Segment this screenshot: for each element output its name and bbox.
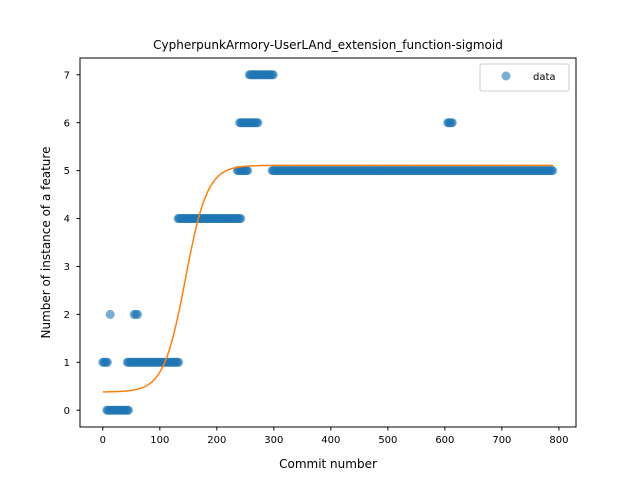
- y-tick-label: 3: [64, 262, 70, 273]
- y-tick-label: 6: [64, 118, 70, 129]
- scatter-series: [98, 70, 558, 415]
- data-point: [243, 166, 253, 176]
- y-tick-label: 5: [64, 166, 70, 177]
- y-tick-label: 2: [64, 310, 70, 321]
- sigmoid-fit-line: [102, 164, 554, 393]
- y-axis-label: Number of instance of a feature: [39, 147, 53, 339]
- sigmoid-fit-series: [102, 164, 554, 393]
- data-point: [102, 357, 112, 367]
- data-point: [253, 118, 263, 128]
- y-axis: 0 1 2 3 4 5 6 7: [64, 70, 80, 417]
- x-tick-label: 600: [435, 435, 454, 446]
- y-tick-label: 0: [64, 406, 70, 417]
- y-tick-label: 7: [64, 70, 70, 81]
- y-tick-label: 1: [64, 358, 70, 369]
- data-point: [123, 405, 133, 415]
- x-tick-label: 800: [549, 435, 568, 446]
- legend: data: [479, 63, 570, 92]
- x-axis: 0 100 200 300 400 500 600 700 800: [100, 427, 568, 446]
- legend-marker: [501, 71, 511, 81]
- x-tick-label: 700: [492, 435, 511, 446]
- data-point: [105, 309, 115, 319]
- legend-box: [479, 63, 570, 92]
- x-tick-label: 500: [378, 435, 397, 446]
- x-tick-label: 200: [207, 435, 226, 446]
- x-tick-label: 400: [321, 435, 340, 446]
- data-point: [268, 70, 278, 80]
- data-point: [133, 309, 143, 319]
- axes-frame: [79, 57, 577, 428]
- x-tick-label: 100: [150, 435, 169, 446]
- data-point: [548, 166, 558, 176]
- data-point: [174, 357, 184, 367]
- x-tick-label: 300: [264, 435, 283, 446]
- data-point: [236, 214, 246, 224]
- chart-title: CypherpunkArmory-UserLAnd_extension_func…: [153, 38, 503, 52]
- legend-label-data: data: [533, 72, 556, 83]
- y-tick-label: 4: [64, 214, 70, 225]
- x-axis-label: Commit number: [279, 457, 377, 471]
- x-tick-label: 0: [100, 435, 106, 446]
- data-point: [447, 118, 457, 128]
